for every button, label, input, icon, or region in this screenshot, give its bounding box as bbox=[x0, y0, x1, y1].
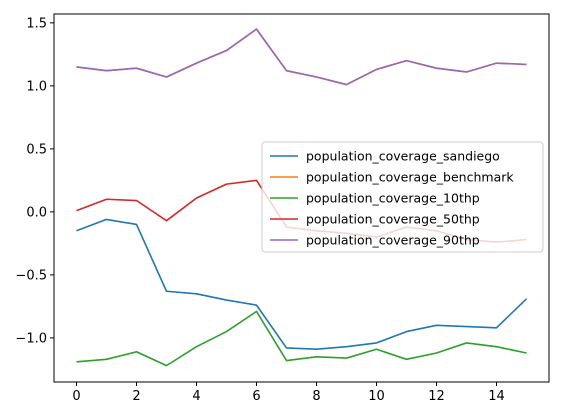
series-line-population_coverage_10thp bbox=[76, 310, 527, 367]
x-tick-label: 6 bbox=[252, 389, 260, 404]
y-tick-label: −1.0 bbox=[15, 331, 47, 346]
x-tick-label: 14 bbox=[488, 389, 505, 404]
legend-label: population_coverage_benchmark bbox=[306, 170, 514, 185]
x-tick-label: 0 bbox=[72, 389, 80, 404]
legend: population_coverage_sandiego population_c… bbox=[261, 141, 544, 253]
y-tick-label: −0.5 bbox=[15, 268, 47, 283]
x-tick-label: 2 bbox=[132, 389, 140, 404]
x-tick-label: 12 bbox=[428, 389, 445, 404]
y-tick-label: 1.0 bbox=[26, 79, 47, 94]
legend-box bbox=[261, 141, 544, 253]
axis-layer: 0 2 4 6 8 10 12 14 −1.0 −0.5 0.0 0.5 1.0 1.5 bbox=[15, 16, 504, 404]
legend-label: population_coverage_10thp bbox=[306, 191, 480, 206]
x-tick-label: 8 bbox=[312, 389, 320, 404]
legend-label: population_coverage_90thp bbox=[306, 233, 480, 248]
plot-frame bbox=[53, 13, 550, 383]
y-tick-label: 0.5 bbox=[26, 142, 47, 157]
x-tick-label: 4 bbox=[192, 389, 200, 404]
x-tick-label: 10 bbox=[368, 389, 385, 404]
y-tick-label: 0.0 bbox=[26, 205, 47, 220]
legend-label: population_coverage_50thp bbox=[306, 212, 480, 227]
y-tick-label: 1.5 bbox=[26, 16, 47, 31]
legend-label: population_coverage_sandiego bbox=[306, 149, 500, 164]
series-line-population_coverage_sandiego bbox=[76, 218, 528, 351]
series-line-population_coverage_90thp bbox=[76, 28, 527, 86]
